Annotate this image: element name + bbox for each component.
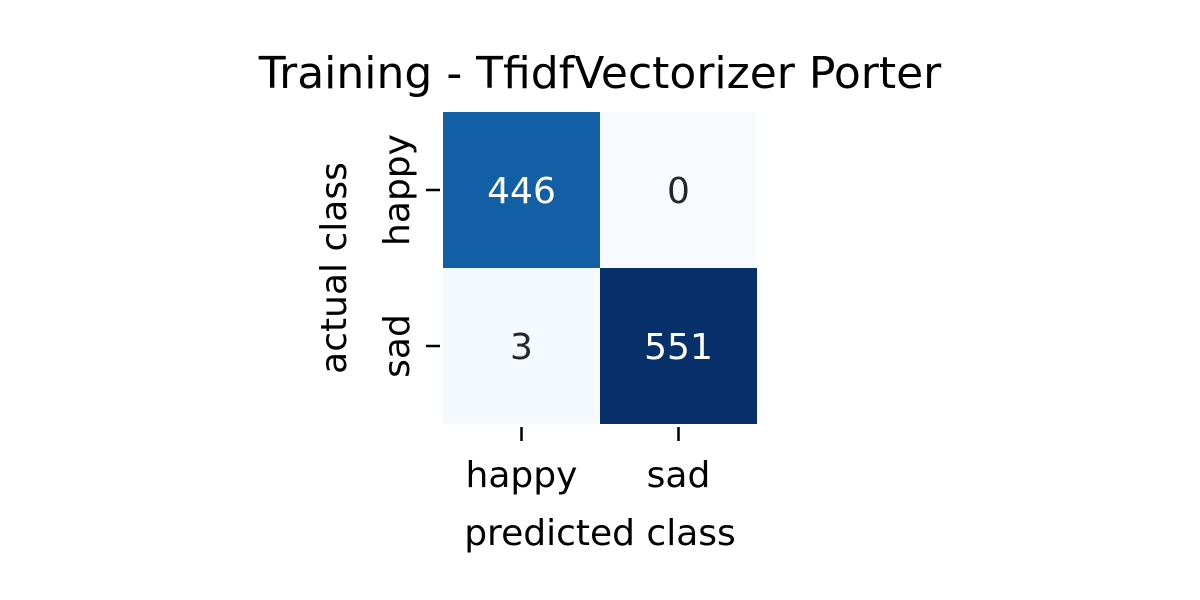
heatmap-cell-sad-sad: [600, 268, 757, 424]
x-tick-label: happy: [466, 455, 578, 496]
y-tick-label: sad: [377, 314, 418, 378]
heatmap-cells: [443, 112, 757, 424]
x-axis-ticks: happy sad: [466, 427, 711, 496]
heatmap-cell-happy-happy: [443, 112, 600, 268]
x-axis-label: predicted class: [464, 513, 736, 554]
x-tick-label: sad: [647, 455, 711, 496]
cell-value-label: 446: [487, 171, 556, 212]
heatmap-cell-sad-happy: [443, 268, 600, 424]
heatmap-cell-labels: 446 0 3 551: [487, 171, 713, 368]
cell-value-label: 551: [644, 327, 713, 368]
y-axis-ticks: happy sad: [377, 134, 440, 378]
y-axis-label: actual class: [314, 162, 355, 374]
cell-value-label: 0: [667, 171, 690, 212]
cell-value-label: 3: [510, 327, 533, 368]
heatmap-cell-happy-sad: [600, 112, 757, 268]
y-tick-label: happy: [377, 134, 418, 246]
chart-title: Training - TfidfVectorizer Porter: [258, 48, 942, 99]
